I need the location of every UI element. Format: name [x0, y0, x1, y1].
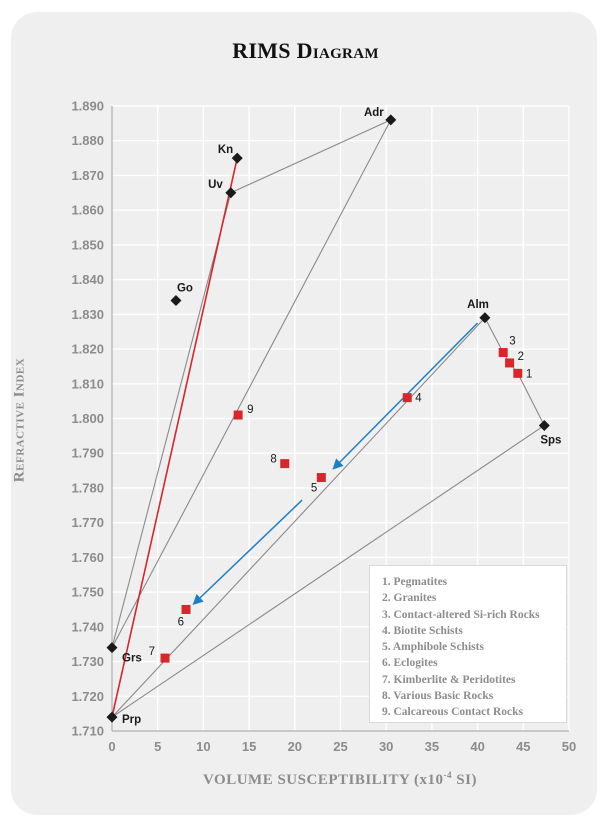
y-axis-title: Refractive Index	[11, 357, 28, 483]
end-member-label: Sps	[540, 434, 561, 446]
x-axis-title-tail: SI)	[452, 772, 477, 788]
tie-line	[484, 317, 504, 353]
tie-line	[111, 192, 232, 648]
axes: 0 5 10 15 20 25 30 35 40 45 501.7101.7201.7301.740…	[71, 99, 576, 755]
y-tick-label: 1.880	[71, 133, 104, 148]
y-tick-label: 1.780	[71, 480, 104, 495]
rock-point-marker	[505, 358, 515, 368]
tie-line	[111, 424, 545, 718]
y-tick-label: 1.860	[71, 203, 104, 218]
legend-item: 8. Various Basic Rocks	[382, 690, 494, 703]
rock-point-label: 7	[149, 646, 155, 658]
end-member-marker	[106, 642, 118, 654]
x-tick-label: 15	[242, 739, 256, 754]
y-tick-label: 1.810	[71, 376, 104, 391]
rock-point-marker	[402, 393, 412, 403]
x-tick-label: 25	[333, 739, 347, 754]
rock-point-label: 2	[518, 351, 524, 363]
chart-title: RIMS Diagram	[232, 38, 379, 63]
y-tick-label: 1.770	[71, 515, 104, 530]
y-tick-label: 1.720	[71, 689, 104, 704]
end-member-label: Adr	[364, 107, 384, 119]
end-member-label: Alm	[467, 299, 489, 311]
red-trend-line	[111, 157, 238, 718]
rock-point-label: 3	[509, 336, 515, 348]
rock-point-marker	[316, 473, 326, 483]
trend-arrow	[192, 499, 303, 605]
x-tick-label: 40	[470, 739, 484, 754]
y-tick-label: 1.820	[71, 342, 104, 357]
legend-item: 6. Eclogites	[382, 657, 438, 670]
rock-point-marker	[233, 410, 243, 420]
x-axis-title-main: VOLUME SUSCEPTIBILITY (x10	[203, 772, 444, 788]
legend-box: 1. Pegmatites 2. Granites 3. Contact-alt…	[369, 565, 567, 723]
end-member-label: Kn	[218, 144, 233, 156]
legend-item: 5. Amphibole Schists	[382, 641, 484, 654]
y-tick-label: 1.730	[71, 654, 104, 669]
legend-item: 9. Calcareous Contact Rocks	[382, 706, 523, 719]
rock-point-label: 4	[415, 393, 422, 405]
y-tick-label: 1.760	[71, 550, 104, 565]
y-tick-label: 1.740	[71, 619, 104, 634]
tie-lines	[111, 119, 545, 718]
legend-item: 4. Biotite Schists	[382, 624, 463, 637]
legend-item: 7. Kimberlite & Peridotites	[382, 673, 516, 686]
end-member-label: Prp	[122, 714, 141, 726]
y-tick-label: 1.840	[71, 272, 104, 287]
y-tick-label: 1.790	[71, 446, 104, 461]
end-member-marker	[231, 152, 243, 164]
end-member-label: Go	[177, 282, 193, 294]
rock-point-label: 8	[270, 454, 276, 466]
end-member-marker	[385, 114, 397, 126]
rock-point-marker	[513, 368, 523, 378]
end-member-marker	[225, 187, 237, 199]
rock-point-marker	[498, 348, 508, 358]
x-tick-label: 35	[425, 739, 439, 754]
end-member-label: Uv	[208, 179, 223, 191]
x-tick-label: 45	[516, 739, 530, 754]
rock-point-marker	[181, 604, 191, 614]
legend-item: 1. Pegmatites	[382, 576, 448, 588]
rock-point-label: 9	[247, 404, 253, 416]
point-labels: Adr Kn Uv Go Alm Sps Grs Prp 123 4 5 6 7 8 9	[122, 107, 561, 726]
x-tick-label: 5	[154, 739, 161, 754]
legend-item: 3. Contact-altered Si-rich Rocks	[382, 608, 540, 621]
tie-line	[230, 119, 391, 194]
legend-item: 2. Granites	[382, 592, 437, 605]
x-tick-label: 10	[196, 739, 210, 754]
x-tick-label: 20	[288, 739, 302, 754]
end-member-marker	[170, 294, 182, 306]
rock-point-marker	[280, 459, 290, 469]
y-tick-label: 1.850	[71, 237, 104, 252]
rock-point-label: 1	[526, 368, 532, 380]
x-tick-label: 50	[562, 739, 576, 754]
tie-line	[111, 317, 486, 718]
y-tick-label: 1.800	[71, 411, 104, 426]
y-tick-label: 1.890	[71, 99, 104, 114]
x-axis-title: VOLUME SUSCEPTIBILITY (x10-4 SI)	[0, 770, 611, 789]
rock-point-label: 6	[178, 616, 184, 628]
tie-line	[111, 119, 392, 648]
end-member-marker	[538, 419, 550, 431]
data-points	[106, 114, 550, 723]
y-tick-label: 1.830	[71, 307, 104, 322]
y-tick-label: 1.750	[71, 585, 104, 600]
tie-line	[517, 373, 545, 426]
end-member-marker	[479, 312, 491, 324]
y-tick-label: 1.870	[71, 168, 104, 183]
x-tick-label: 0	[108, 739, 115, 754]
x-tick-label: 30	[379, 739, 393, 754]
end-member-label: Grs	[122, 653, 142, 665]
y-tick-label: 1.710	[71, 724, 104, 739]
rock-point-label: 5	[311, 483, 317, 495]
x-axis-title-exponent: -4	[443, 770, 453, 780]
rock-point-marker	[160, 653, 170, 663]
end-member-marker	[106, 711, 118, 723]
